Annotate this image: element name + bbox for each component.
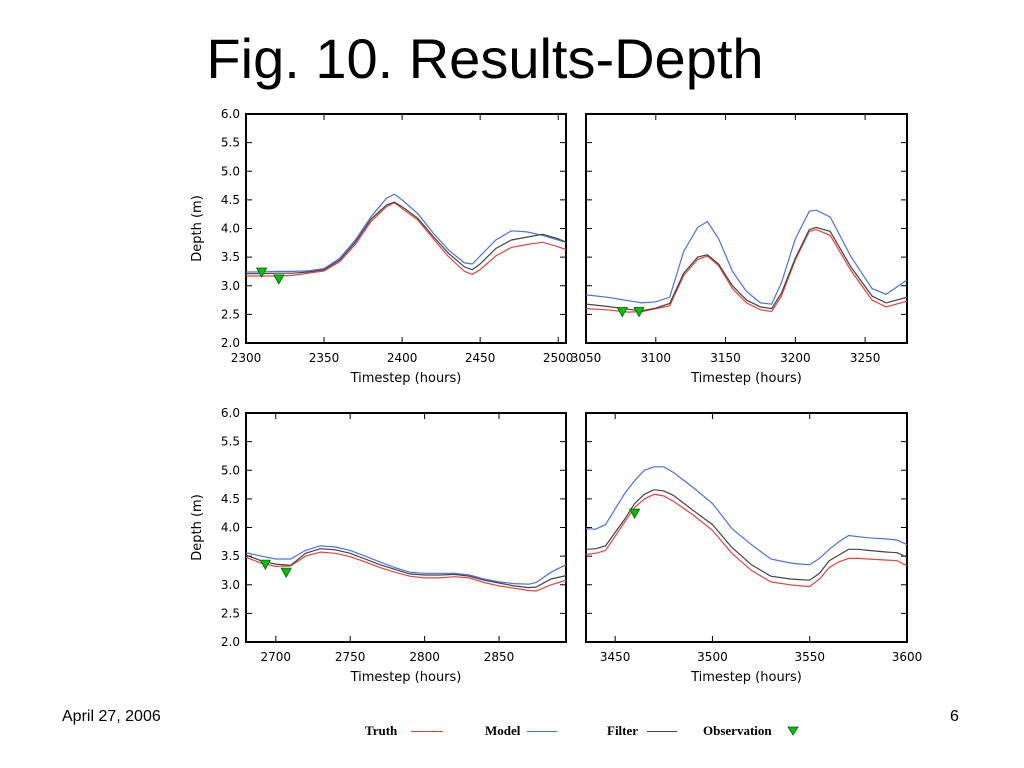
series-line-model — [586, 466, 907, 566]
x-tick-label: 2700 — [260, 650, 291, 664]
observation-marker — [280, 567, 292, 578]
x-tick-label: 2350 — [309, 351, 340, 365]
y-tick-label: 3.5 — [221, 549, 240, 563]
y-tick-label: 2.5 — [221, 307, 240, 321]
y-axis-label: Depth (m) — [190, 195, 205, 262]
plot-frame — [585, 412, 908, 643]
x-tick-label: 2500 — [543, 351, 574, 365]
legend-model-label: Model — [485, 723, 521, 738]
legend-truth-label: Truth — [365, 723, 398, 738]
y-tick-label: 3.0 — [221, 279, 240, 293]
observation-marker — [259, 559, 272, 570]
series-line-filter — [246, 548, 566, 589]
x-tick-label: 3050 — [571, 351, 602, 365]
legend-truth-line — [411, 731, 443, 732]
y-tick-label: 4.5 — [221, 492, 240, 506]
y-tick-label: 6.0 — [221, 406, 240, 420]
y-tick-label: 3.0 — [221, 578, 240, 592]
y-tick-label: 4.0 — [221, 222, 240, 236]
depth-chart-1: 2.0 2.5 3.0 3.5 4.0 4.5 5.0 5.5 6.0 2300 2350 2400 2… — [190, 107, 574, 386]
legend-observation-label: Observation — [703, 723, 772, 738]
y-axis-label: Depth (m) — [190, 494, 205, 561]
series-line-truth — [586, 493, 907, 588]
y-tick-label: 5.0 — [221, 463, 240, 477]
observation-marker — [255, 267, 268, 278]
legend: Truth Model Filter Observation — [365, 721, 815, 741]
series-line-truth — [246, 201, 566, 277]
x-tick-label: 3250 — [850, 351, 881, 365]
x-tick-label: 3550 — [794, 650, 825, 664]
y-tick-label: 5.5 — [221, 435, 240, 449]
observation-marker — [273, 274, 285, 285]
plot-frame — [245, 412, 567, 643]
y-tick-label: 5.5 — [221, 136, 240, 150]
y-tick-label: 2.5 — [221, 606, 240, 620]
x-axis-label: Timestep (hours) — [350, 371, 462, 386]
series-line-filter — [586, 489, 907, 581]
legend-observation-marker — [787, 726, 799, 736]
series-line-filter — [586, 226, 907, 312]
series-line-truth — [246, 551, 566, 592]
y-tick-label: 3.5 — [221, 250, 240, 264]
x-tick-label: 3450 — [600, 650, 631, 664]
x-tick-label: 3100 — [641, 351, 672, 365]
plot-frame — [245, 113, 567, 344]
x-tick-label: 3200 — [780, 351, 811, 365]
plot-frame — [585, 113, 908, 344]
x-tick-label: 3600 — [892, 650, 923, 664]
x-tick-label: 2800 — [409, 650, 440, 664]
depth-chart-3: 2.0 2.5 3.0 3.5 4.0 4.5 5.0 5.5 6.0 2700 2750 2800 2… — [190, 406, 567, 685]
x-axis-label: Timestep (hours) — [690, 371, 802, 386]
series-line-model — [246, 545, 566, 585]
series-line-model — [586, 209, 907, 305]
x-tick-label: 3500 — [697, 650, 728, 664]
page-number: 6 — [950, 708, 959, 725]
y-tick-label: 2.0 — [221, 336, 240, 350]
observation-marker — [616, 307, 628, 318]
y-tick-label: 4.0 — [221, 521, 240, 535]
legend-filter-label: Filter — [607, 723, 639, 738]
y-tick-label: 5.0 — [221, 164, 240, 178]
depth-chart-4: 3450 3500 3550 3600 Timestep (hours) — [585, 412, 923, 685]
x-tick-label: 2400 — [387, 351, 418, 365]
observation-marker — [628, 508, 641, 520]
legend-filter-line — [647, 731, 677, 732]
x-tick-label: 2300 — [231, 351, 262, 365]
y-tick-label: 6.0 — [221, 107, 240, 121]
series-line-model — [246, 193, 566, 273]
footer-date: April 27, 2006 — [62, 708, 161, 725]
slide-title: Fig. 10. Results-Depth — [206, 27, 764, 90]
x-tick-label: 2850 — [484, 650, 515, 664]
observation-marker — [633, 307, 645, 318]
y-tick-label: 2.0 — [221, 635, 240, 649]
x-axis-label: Timestep (hours) — [690, 670, 802, 685]
x-tick-label: 3150 — [710, 351, 741, 365]
depth-chart-2: 3050 3100 3150 3200 3250 Timestep (hours) — [571, 113, 908, 386]
y-tick-label: 4.5 — [221, 193, 240, 207]
legend-model-line — [527, 731, 557, 732]
x-tick-label: 2750 — [335, 650, 366, 664]
x-axis-label: Timestep (hours) — [350, 670, 462, 685]
series-line-filter — [246, 201, 566, 275]
x-tick-label: 2450 — [465, 351, 496, 365]
